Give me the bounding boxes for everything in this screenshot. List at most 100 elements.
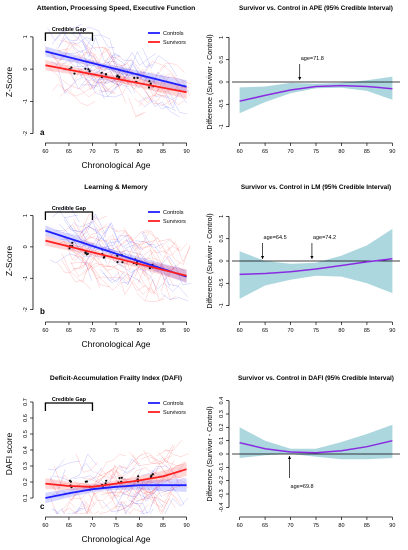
trajectory-line <box>70 261 112 277</box>
cohort-point <box>105 479 108 482</box>
y-tick-label: 1 <box>23 35 29 38</box>
trajectory-line <box>138 478 174 496</box>
trajectory-line <box>131 452 157 464</box>
trajectory-line <box>94 53 115 67</box>
x-tick-label: 65 <box>262 328 268 334</box>
cohort-point <box>70 66 73 69</box>
y-tick-label: 0 <box>219 80 225 83</box>
plot-area <box>232 424 400 460</box>
trajectory-line <box>123 227 133 242</box>
trajectory-line <box>164 440 182 452</box>
cohort-point <box>84 67 87 70</box>
cohort-point <box>88 70 91 73</box>
x-tick-label: 75 <box>113 523 119 529</box>
trajectory-line <box>57 261 101 288</box>
trajectory-line <box>151 494 176 513</box>
x-tick-label: 80 <box>338 328 344 334</box>
y-axis-label: Difference (Survivor - Control) <box>205 34 214 129</box>
trajectory-line <box>160 105 177 112</box>
trajectory-line <box>122 82 166 104</box>
trajectory-line <box>108 64 128 80</box>
trajectory-line <box>82 39 115 65</box>
trajectory-line <box>83 499 97 507</box>
trajectory-line <box>108 265 134 295</box>
trajectory-line <box>53 465 69 485</box>
trajectory-line <box>110 229 149 242</box>
trajectory-line <box>110 470 127 481</box>
trajectory-line <box>103 222 124 249</box>
trajectory-line <box>73 491 94 504</box>
series-line-survivors <box>45 468 187 488</box>
trajectory-line <box>135 240 164 249</box>
trajectory-line <box>164 86 187 104</box>
trajectory-line <box>56 42 82 57</box>
trajectory-line <box>143 255 175 273</box>
credible-gap-label: Credible Gap <box>52 206 87 212</box>
cohort-point <box>136 76 139 79</box>
trajectory-line <box>102 492 139 512</box>
trajectory-line <box>141 496 164 514</box>
difference-line <box>239 84 393 102</box>
plot-area <box>232 228 400 299</box>
trajectory-line <box>112 240 152 274</box>
trajectory-line <box>109 234 136 252</box>
y-tick-label: -0.3 <box>219 489 225 498</box>
trajectory-line <box>82 47 121 66</box>
panel-title: Learning & Memory <box>84 184 148 191</box>
trajectory-line <box>99 48 111 56</box>
x-tick-label: 85 <box>364 149 370 155</box>
trajectory-line <box>133 282 158 296</box>
y-tick-label: -0.2 <box>219 476 225 485</box>
x-tick-label: 90 <box>389 328 395 334</box>
cohort-point <box>137 475 140 478</box>
credible-gap-bracket <box>44 402 94 411</box>
x-tick-label: 80 <box>338 523 344 529</box>
trajectory-line <box>68 239 107 264</box>
trajectory-line <box>129 486 147 506</box>
trajectory-line <box>50 59 92 68</box>
x-tick-label: 70 <box>89 523 95 529</box>
cohort-point <box>104 482 107 485</box>
trajectory-line <box>95 238 136 258</box>
trajectory-line <box>82 26 115 49</box>
trajectory-line <box>114 230 156 245</box>
x-tick-label: 90 <box>389 149 395 155</box>
trajectory-line <box>128 97 146 117</box>
trajectory-line <box>136 236 177 254</box>
trajectory-line <box>142 231 153 248</box>
trajectory-line <box>60 238 105 258</box>
trajectory-line <box>128 451 143 461</box>
trajectory-line <box>112 475 128 483</box>
trajectory-line <box>51 28 84 45</box>
trajectory-line <box>141 488 156 493</box>
y-tick-label: -2 <box>23 307 29 312</box>
trajectory-line <box>160 273 175 293</box>
legend-entry: Controls <box>163 31 184 37</box>
trajectory-line <box>82 483 101 490</box>
trajectory-line <box>119 460 141 469</box>
panel-title: Survivor vs. Control in APE (95% Credibl… <box>239 5 393 12</box>
trajectory-line <box>50 48 67 62</box>
trajectory-line <box>159 62 185 73</box>
trajectory-line <box>136 489 175 499</box>
trajectory-line <box>52 507 71 514</box>
y-tick-label: 0.3 <box>23 462 29 470</box>
trajectory-line <box>143 491 168 504</box>
x-tick-label: 70 <box>89 328 95 334</box>
trajectory-line <box>128 243 164 269</box>
trajectory-line <box>63 214 78 219</box>
trajectory-line <box>124 502 148 514</box>
trajectory-line <box>145 91 180 118</box>
trajectory-line <box>150 460 185 484</box>
trajectory-line <box>52 206 80 223</box>
trajectory-line <box>90 79 129 86</box>
annotation-label: age=64.5 <box>264 235 287 241</box>
trajectory-line <box>150 491 161 507</box>
trajectory-line <box>47 458 65 471</box>
trajectory-line <box>115 260 147 273</box>
trajectory-line <box>81 36 121 62</box>
x-tick-label: 60 <box>42 328 48 334</box>
trajectory-line <box>82 466 124 484</box>
trajectory-line <box>95 226 122 252</box>
